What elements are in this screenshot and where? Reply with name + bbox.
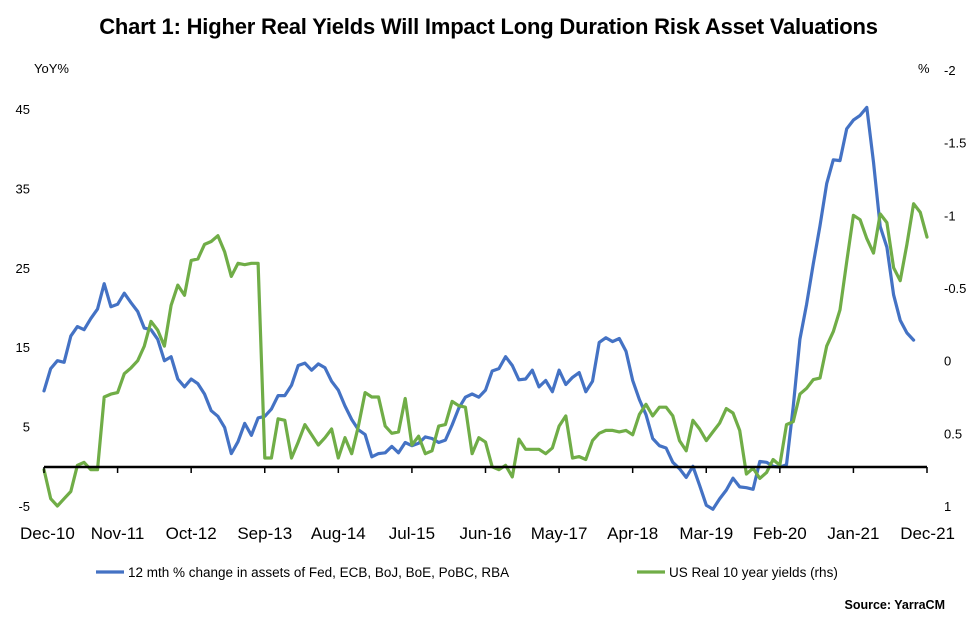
- left-tick-label: -5: [18, 499, 30, 514]
- x-tick-label: Apr-18: [607, 524, 658, 543]
- right-axis-tick-labels: -2 -1.5 -1 -0.5 0 0.5 1: [944, 63, 966, 514]
- left-tick-label: 5: [23, 420, 30, 435]
- series-lines: [42, 105, 929, 511]
- x-tick-label: Feb-20: [753, 524, 807, 543]
- right-tick-label: 1: [944, 499, 951, 514]
- left-tick-label: 45: [16, 102, 30, 117]
- right-tick-label: -2: [944, 63, 956, 78]
- legend-label: 12 mth % change in assets of Fed, ECB, B…: [128, 565, 509, 580]
- x-tick-label: Dec-10: [20, 524, 75, 543]
- left-tick-label: 25: [16, 261, 30, 276]
- x-axis-tick-marks: [43, 467, 928, 473]
- right-tick-label: 0: [944, 354, 951, 369]
- x-tick-label: Jan-21: [827, 524, 879, 543]
- x-tick-label: Jun-16: [460, 524, 512, 543]
- left-tick-label: 35: [16, 181, 30, 196]
- x-tick-label: Sep-13: [237, 524, 292, 543]
- x-tick-label: Dec-21: [900, 524, 955, 543]
- series-line-1: [42, 105, 916, 511]
- right-axis-unit-label: %: [918, 61, 930, 76]
- legend: 12 mth % change in assets of Fed, ECB, B…: [96, 565, 838, 580]
- right-tick-label: 0.5: [944, 426, 962, 441]
- x-tick-label: Jul-15: [389, 524, 435, 543]
- right-tick-label: -0.5: [944, 281, 966, 296]
- right-tick-label: -1.5: [944, 136, 966, 151]
- x-tick-label: Aug-14: [311, 524, 366, 543]
- x-tick-label: Nov-11: [91, 524, 145, 543]
- source-note: Source: YarraCM: [844, 598, 945, 612]
- legend-label: US Real 10 year yields (rhs): [669, 565, 838, 580]
- chart-title: Chart 1: Higher Real Yields Will Impact …: [99, 14, 878, 39]
- left-axis-tick-labels: 45 35 25 15 5 -5: [16, 102, 30, 514]
- left-tick-label: 15: [16, 340, 30, 355]
- x-axis-tick-labels: Dec-10 Nov-11 Oct-12 Sep-13 Aug-14 Jul-15 Jun-…: [20, 524, 955, 543]
- series-line-2: [42, 202, 929, 508]
- right-tick-label: -1: [944, 208, 956, 223]
- left-axis-unit-label: YoY%: [34, 61, 69, 76]
- x-tick-label: May-17: [531, 524, 588, 543]
- x-tick-label: Oct-12: [166, 524, 217, 543]
- x-tick-label: Mar-19: [679, 524, 733, 543]
